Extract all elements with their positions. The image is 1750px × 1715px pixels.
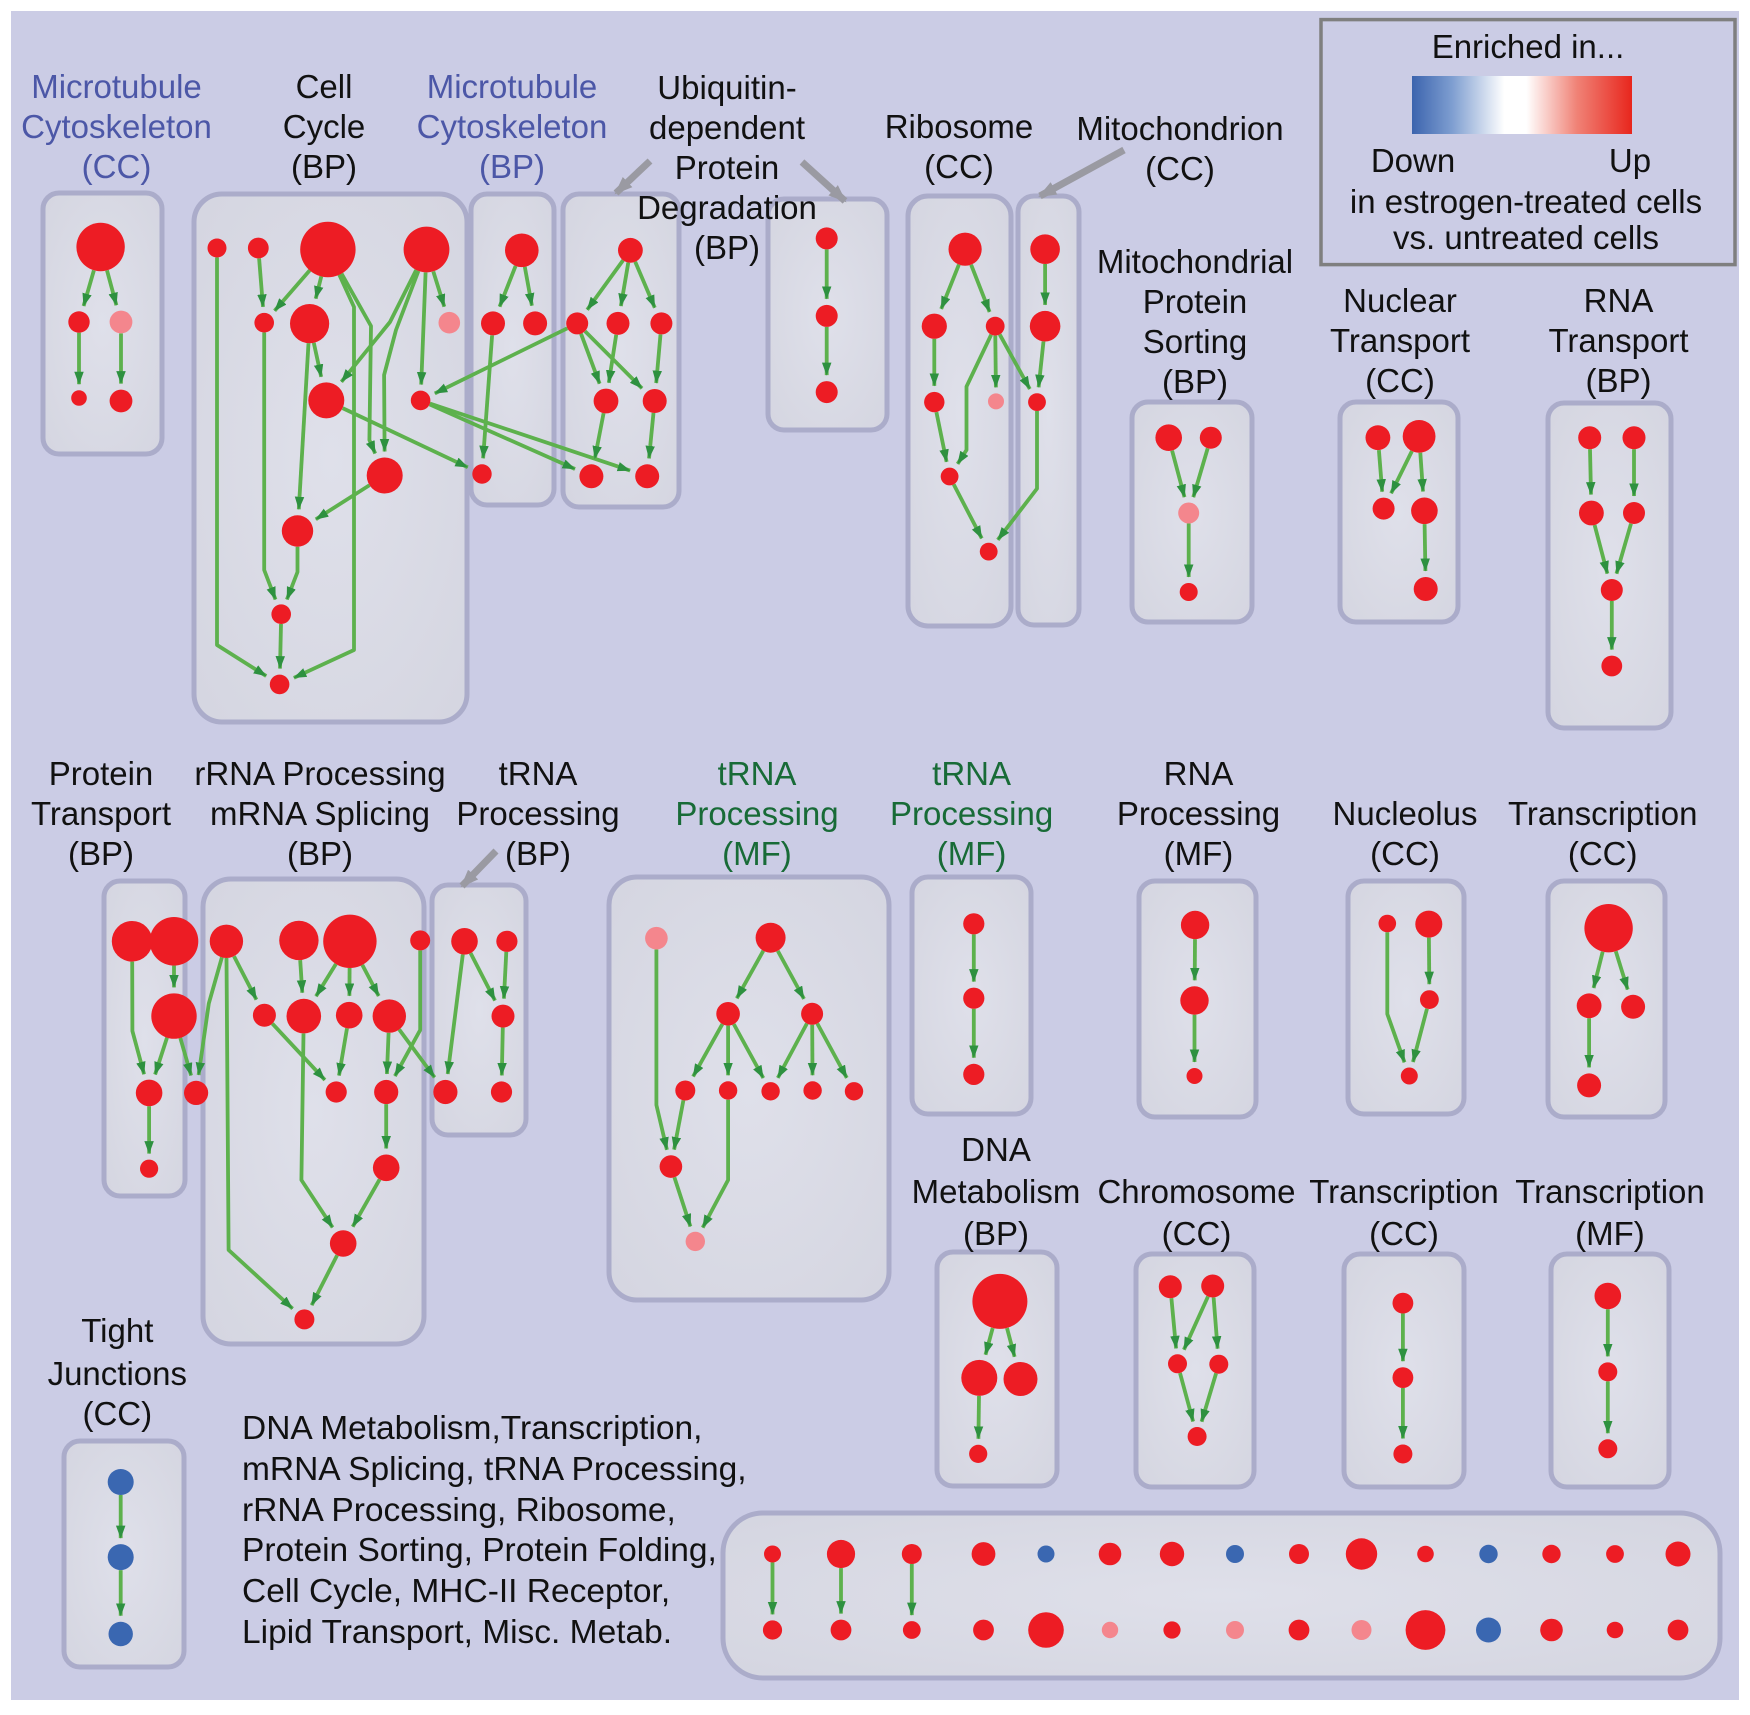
svg-text:(BP): (BP) — [505, 835, 571, 872]
svg-text:Transcription: Transcription — [1309, 1173, 1499, 1210]
svg-text:Sorting: Sorting — [1143, 323, 1248, 360]
svg-text:(CC): (CC) — [1162, 1215, 1232, 1252]
svg-text:RNA: RNA — [1164, 755, 1234, 792]
svg-text:(CC): (CC) — [924, 148, 994, 185]
svg-text:(MF): (MF) — [937, 835, 1007, 872]
svg-text:rRNA Processing, Ribosome,: rRNA Processing, Ribosome, — [242, 1492, 676, 1529]
svg-text:DNA Metabolism,Transcription,: DNA Metabolism,Transcription, — [242, 1410, 702, 1447]
svg-text:tRNA: tRNA — [499, 755, 578, 792]
svg-text:(MF): (MF) — [1164, 835, 1234, 872]
svg-text:(CC): (CC) — [1145, 150, 1215, 187]
svg-text:tRNA: tRNA — [932, 755, 1011, 792]
svg-text:Tight: Tight — [81, 1312, 153, 1349]
svg-text:Protein: Protein — [49, 755, 154, 792]
svg-text:Processing: Processing — [890, 795, 1053, 832]
svg-text:Degradation: Degradation — [637, 189, 817, 226]
svg-text:vs. untreated cells: vs. untreated cells — [1393, 219, 1659, 256]
svg-text:mRNA Splicing: mRNA Splicing — [210, 795, 430, 832]
svg-text:Mitochondrion: Mitochondrion — [1076, 110, 1283, 147]
svg-text:in estrogen-treated cells: in estrogen-treated cells — [1350, 183, 1702, 220]
svg-text:Cell Cycle, MHC-II Receptor,: Cell Cycle, MHC-II Receptor, — [242, 1573, 670, 1610]
svg-text:Cycle: Cycle — [283, 108, 366, 145]
svg-text:Nucleolus: Nucleolus — [1333, 795, 1478, 832]
svg-text:(MF): (MF) — [722, 835, 792, 872]
svg-text:DNA: DNA — [961, 1131, 1031, 1168]
svg-text:Transcription: Transcription — [1508, 795, 1698, 832]
svg-text:(BP): (BP) — [287, 835, 353, 872]
svg-text:Transcription: Transcription — [1515, 1173, 1705, 1210]
svg-text:Processing: Processing — [675, 795, 838, 832]
svg-text:Transport: Transport — [31, 795, 171, 832]
svg-text:(CC): (CC) — [82, 1395, 152, 1432]
svg-text:Junctions: Junctions — [48, 1355, 187, 1392]
svg-text:Cytoskeleton: Cytoskeleton — [417, 108, 608, 145]
svg-text:Protein: Protein — [1143, 283, 1248, 320]
svg-text:Chromosome: Chromosome — [1097, 1173, 1295, 1210]
svg-text:(BP): (BP) — [963, 1215, 1029, 1252]
svg-text:rRNA Processing: rRNA Processing — [194, 755, 445, 792]
svg-text:Metabolism: Metabolism — [912, 1173, 1081, 1210]
svg-text:Protein: Protein — [675, 149, 780, 186]
svg-text:Ubiquitin-: Ubiquitin- — [657, 69, 796, 106]
svg-text:Mitochondrial: Mitochondrial — [1097, 243, 1293, 280]
svg-text:Transport: Transport — [1549, 322, 1689, 359]
svg-text:(CC): (CC) — [1369, 1215, 1439, 1252]
svg-text:Cytoskeleton: Cytoskeleton — [21, 108, 212, 145]
svg-text:Microtubule: Microtubule — [427, 68, 598, 105]
svg-text:Ribosome: Ribosome — [885, 108, 1034, 145]
svg-text:(BP): (BP) — [694, 229, 760, 266]
svg-text:tRNA: tRNA — [718, 755, 797, 792]
svg-text:Processing: Processing — [1117, 795, 1280, 832]
svg-text:(BP): (BP) — [1586, 362, 1652, 399]
svg-text:(BP): (BP) — [479, 148, 545, 185]
svg-text:Lipid Transport, Misc. Metab.: Lipid Transport, Misc. Metab. — [242, 1614, 672, 1651]
svg-text:(CC): (CC) — [1568, 835, 1638, 872]
svg-text:Enriched in...: Enriched in... — [1432, 28, 1625, 65]
svg-text:mRNA Splicing, tRNA Processing: mRNA Splicing, tRNA Processing, — [242, 1451, 747, 1488]
svg-text:Cell: Cell — [296, 68, 353, 105]
svg-text:Protein Sorting, Protein Foldi: Protein Sorting, Protein Folding, — [242, 1532, 717, 1569]
svg-text:Up: Up — [1609, 142, 1651, 179]
svg-text:(CC): (CC) — [1370, 835, 1440, 872]
svg-text:Processing: Processing — [456, 795, 619, 832]
svg-text:RNA: RNA — [1584, 282, 1654, 319]
svg-text:(BP): (BP) — [68, 835, 134, 872]
svg-text:(CC): (CC) — [82, 148, 152, 185]
svg-text:Microtubule: Microtubule — [31, 68, 202, 105]
svg-text:Down: Down — [1371, 142, 1455, 179]
svg-text:(CC): (CC) — [1365, 362, 1435, 399]
svg-text:(BP): (BP) — [291, 148, 357, 185]
svg-text:(BP): (BP) — [1162, 363, 1228, 400]
svg-text:dependent: dependent — [649, 109, 805, 146]
svg-text:Nuclear: Nuclear — [1343, 282, 1457, 319]
svg-text:Transport: Transport — [1330, 322, 1470, 359]
svg-text:(MF): (MF) — [1575, 1215, 1645, 1252]
